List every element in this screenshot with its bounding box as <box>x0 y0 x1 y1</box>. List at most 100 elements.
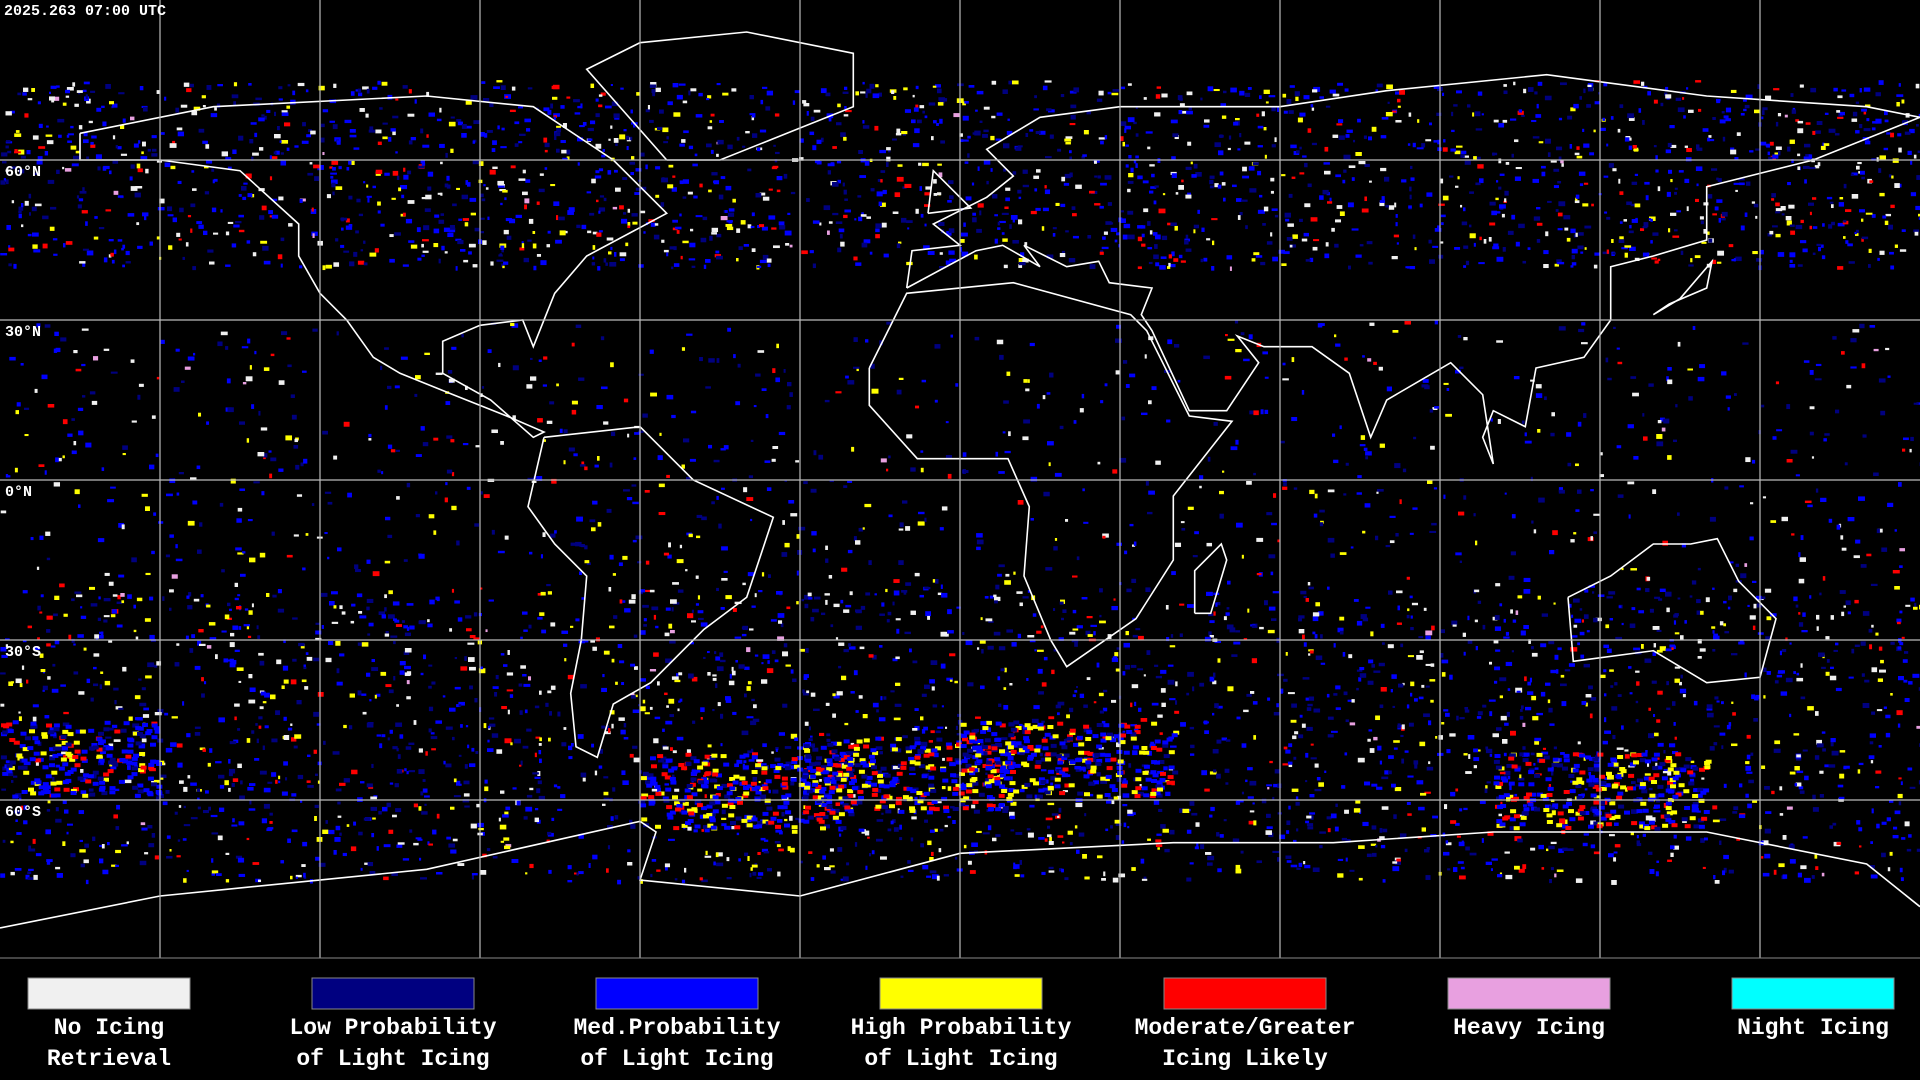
icing-pixel <box>1039 752 1043 757</box>
icing-pixel <box>1261 111 1265 117</box>
icing-pixel <box>443 227 450 232</box>
icing-pixel <box>54 595 60 601</box>
icing-pixel <box>1065 142 1071 145</box>
icing-pixel <box>1584 225 1592 229</box>
icing-pixel <box>1698 108 1702 112</box>
icing-pixel <box>853 670 858 676</box>
icing-pixel <box>782 703 788 708</box>
icing-pixel <box>1083 130 1089 135</box>
icing-pixel <box>1076 625 1083 629</box>
icing-pixel <box>13 263 17 269</box>
icing-pixel <box>928 740 933 743</box>
icing-pixel <box>144 618 151 622</box>
icing-pixel <box>880 170 886 173</box>
icing-pixel <box>1460 204 1463 208</box>
icing-pixel <box>937 192 942 196</box>
icing-pixel <box>421 243 424 248</box>
icing-pixel <box>144 215 147 221</box>
icing-pixel <box>1483 239 1487 244</box>
icing-pixel <box>578 871 584 875</box>
icing-pixel <box>751 864 758 868</box>
icing-field <box>0 80 1920 885</box>
icing-pixel <box>1898 676 1904 681</box>
icing-pixel <box>1065 136 1073 139</box>
icing-pixel <box>601 725 606 729</box>
icing-pixel <box>445 726 453 730</box>
icing-pixel <box>1111 92 1119 96</box>
icing-pixel <box>735 660 738 663</box>
icing-pixel <box>115 788 120 792</box>
icing-pixel <box>668 623 673 629</box>
icing-pixel <box>1877 257 1880 261</box>
icing-pixel <box>1060 94 1065 98</box>
icing-pixel <box>1826 659 1830 663</box>
icing-pixel <box>1239 133 1242 138</box>
icing-pixel <box>125 261 131 264</box>
icing-pixel <box>839 833 842 837</box>
icing-pixel <box>1499 204 1506 209</box>
icing-pixel <box>371 659 376 663</box>
icing-pixel <box>865 592 871 596</box>
icing-pixel <box>1534 767 1539 770</box>
icing-pixel <box>1654 260 1659 264</box>
icing-pixel <box>1477 600 1482 604</box>
icing-pixel <box>1870 760 1874 764</box>
icing-pixel <box>1821 872 1825 877</box>
icing-pixel <box>1172 133 1179 138</box>
icing-pixel <box>1839 590 1846 594</box>
icing-pixel <box>1305 259 1311 262</box>
icing-pixel <box>1223 197 1226 202</box>
icing-pixel <box>423 654 427 660</box>
icing-pixel <box>1034 649 1037 652</box>
icing-pixel <box>339 653 345 657</box>
icing-pixel <box>1802 165 1810 169</box>
icing-pixel <box>778 848 784 852</box>
icing-pixel <box>555 239 562 244</box>
icing-pixel <box>1514 793 1518 797</box>
icing-pixel <box>1739 639 1744 643</box>
icing-pixel <box>645 164 648 170</box>
icing-pixel <box>424 795 430 798</box>
icing-pixel <box>845 110 852 113</box>
icing-pixel <box>98 596 101 600</box>
icing-pixel <box>1736 837 1741 841</box>
icing-pixel <box>403 651 410 656</box>
icing-pixel <box>1673 834 1677 839</box>
icing-pixel <box>943 874 949 877</box>
icing-pixel <box>1391 110 1397 113</box>
icing-pixel <box>169 607 172 611</box>
icing-pixel <box>753 704 757 709</box>
icing-pixel <box>576 872 579 876</box>
icing-pixel <box>1045 817 1053 821</box>
icing-pixel <box>1232 838 1238 843</box>
icing-pixel <box>704 794 707 799</box>
icing-pixel <box>658 759 664 763</box>
icing-pixel <box>64 168 72 172</box>
icing-pixel <box>1072 609 1077 614</box>
icing-pixel <box>1384 176 1390 182</box>
icing-pixel <box>133 629 137 633</box>
icing-pixel <box>503 664 508 667</box>
icing-pixel <box>45 829 52 835</box>
icing-pixel <box>1668 169 1673 174</box>
icing-pixel <box>70 145 77 150</box>
icing-pixel <box>1339 616 1345 621</box>
icing-pixel <box>883 253 889 258</box>
icing-pixel <box>408 770 416 773</box>
icing-pixel <box>156 661 162 666</box>
icing-pixel <box>23 820 28 825</box>
icing-pixel <box>812 145 817 151</box>
icing-pixel <box>1344 809 1349 814</box>
icing-pixel <box>1100 250 1104 253</box>
icing-pixel <box>1574 618 1582 623</box>
icing-pixel <box>1655 762 1658 767</box>
icing-pixel <box>1560 752 1565 755</box>
icing-pixel <box>1285 855 1292 859</box>
icing-pixel <box>25 874 30 880</box>
icing-pixel <box>1537 81 1543 86</box>
icing-pixel <box>539 758 542 764</box>
icing-pixel <box>256 625 259 630</box>
icing-pixel <box>581 597 585 600</box>
icing-pixel <box>924 684 930 689</box>
icing-pixel <box>1832 822 1837 826</box>
